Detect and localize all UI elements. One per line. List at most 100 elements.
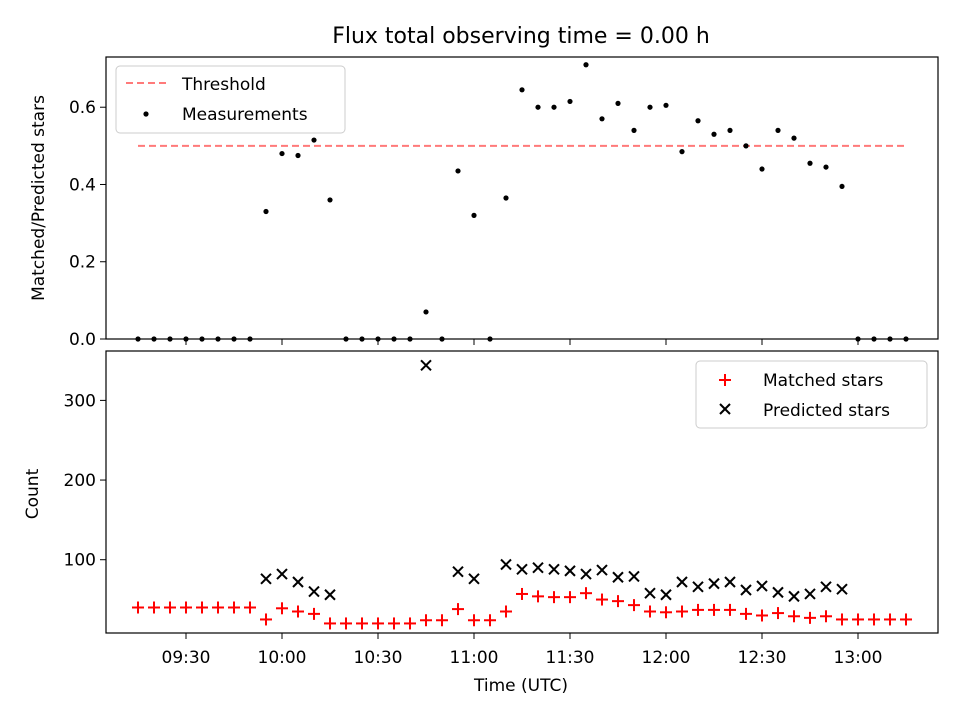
predicted-star-marker <box>676 576 688 588</box>
measurement-point <box>743 143 749 149</box>
ratio-legend: Threshold Measurements <box>115 65 346 134</box>
measurement-point <box>471 212 477 218</box>
x-tick-label: 10:30 <box>354 648 403 668</box>
predicted-star-marker <box>292 576 304 588</box>
matched-star-marker <box>388 617 400 630</box>
predicted-star-marker <box>276 568 288 580</box>
matched-star-marker <box>740 607 752 620</box>
matched-star-marker <box>788 610 800 623</box>
measurement-point <box>631 127 637 133</box>
measurement-point <box>423 309 429 315</box>
measurement-point <box>327 197 333 203</box>
predicted-star-marker <box>644 587 656 599</box>
matched-star-marker <box>372 617 384 630</box>
matched-star-marker <box>404 617 416 630</box>
measurement-point <box>455 168 461 174</box>
measurement-point <box>759 166 765 172</box>
predicted-legend-label: Predicted stars <box>763 401 890 421</box>
predicted-star-marker <box>516 563 528 575</box>
matched-star-marker <box>420 614 432 627</box>
count-legend-box <box>695 360 928 429</box>
matched-legend-label: Matched stars <box>763 371 883 391</box>
predicted-star-marker <box>580 568 592 580</box>
x-tick-label: 10:00 <box>258 648 307 668</box>
matched-star-marker <box>548 591 560 604</box>
predicted-star-marker <box>724 576 736 588</box>
matched-star-marker <box>868 613 880 626</box>
x-tick-label: 11:30 <box>546 648 595 668</box>
predicted-star-marker <box>452 565 464 578</box>
x-axis-label: Time (UTC) <box>473 676 568 696</box>
predicted-star-marker <box>772 586 784 599</box>
predicted-star-marker <box>596 564 608 576</box>
ratio-y-axis-label: Matched/Predicted stars <box>29 95 49 301</box>
predicted-star-marker <box>612 571 624 583</box>
matched-star-marker <box>436 614 448 627</box>
matched-star-marker <box>308 607 320 620</box>
matched-star-marker <box>900 613 912 626</box>
predicted-star-marker <box>548 563 560 575</box>
predicted-star-marker <box>820 581 832 593</box>
matched-star-marker <box>244 601 256 614</box>
matched-star-marker <box>628 599 640 612</box>
measurement-point <box>615 100 621 106</box>
x-tick-label: 09:30 <box>162 648 211 668</box>
matched-star-marker <box>212 601 224 614</box>
measurement-point <box>535 104 541 110</box>
measurement-point <box>279 150 285 157</box>
count-y-tick-label: 200 <box>64 471 96 491</box>
measurement-point <box>295 152 301 159</box>
x-tick-label: 12:30 <box>738 648 787 668</box>
matched-star-marker <box>804 611 816 624</box>
measurement-point <box>519 87 525 93</box>
measurement-point <box>599 116 605 122</box>
matched-star-marker <box>324 617 336 630</box>
matched-star-marker <box>820 610 832 623</box>
ratio-y-tick-label: 0.4 <box>69 175 96 195</box>
matched-star-marker <box>196 601 208 614</box>
predicted-star-marker <box>420 359 432 372</box>
matched-star-marker <box>180 601 192 614</box>
matched-star-marker <box>132 601 144 614</box>
count-axes-frame <box>105 350 939 634</box>
predicted-star-marker <box>708 577 720 590</box>
matched-star-marker <box>884 613 896 626</box>
measurement-point <box>727 127 733 133</box>
measurement-point <box>791 135 797 141</box>
measurement-point <box>647 104 653 110</box>
predicted-star-marker <box>500 558 512 571</box>
predicted-star-marker <box>564 565 576 577</box>
matched-star-marker <box>564 591 576 604</box>
count-y-axis-label: Count <box>23 468 43 519</box>
matched-star-marker <box>836 613 848 626</box>
predicted-star-marker <box>804 588 816 600</box>
measurement-point <box>711 131 717 137</box>
measurements-legend-label: Measurements <box>182 105 308 125</box>
matched-star-marker <box>468 614 480 627</box>
count-legend: Matched stars Predicted stars <box>695 360 928 429</box>
predicted-star-marker <box>836 583 848 595</box>
predicted-star-marker <box>308 585 320 598</box>
matched-star-marker <box>580 587 592 600</box>
count-panel: 100 200 300 09:30 10:00 10:30 11:00 11:30 12:00… <box>23 350 939 696</box>
ratio-y-tick-label: 0.6 <box>69 98 96 118</box>
matched-legend-swatch <box>719 374 731 386</box>
predicted-star-marker <box>468 573 480 585</box>
matched-star-marker <box>340 617 352 630</box>
predicted-legend-swatch <box>719 403 731 415</box>
count-y-tick-label: 300 <box>64 391 96 411</box>
predicted-star-marker <box>324 589 336 601</box>
measurement-point <box>551 104 557 110</box>
matched-star-marker <box>292 605 304 618</box>
ratio-axes-frame <box>105 56 939 340</box>
predicted-star-marker <box>692 581 704 593</box>
ratio-panel: 0.0 0.2 0.4 0.6 Matched/Predicted stars Thr… <box>29 56 939 350</box>
matched-star-marker <box>228 601 240 614</box>
matched-star-marker <box>164 601 176 614</box>
predicted-star-marker <box>628 570 640 583</box>
x-tick-label: 11:00 <box>450 648 499 668</box>
measurement-point <box>695 118 701 124</box>
matched-star-marker <box>660 606 672 619</box>
matched-star-marker <box>772 607 784 620</box>
